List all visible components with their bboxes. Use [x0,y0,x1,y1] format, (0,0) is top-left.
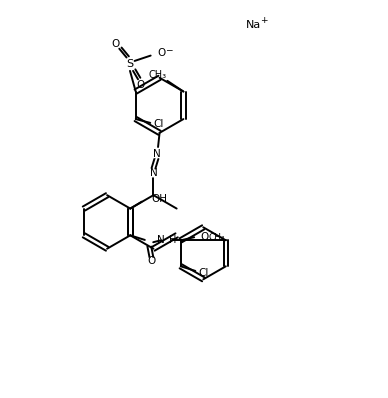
Text: N: N [157,235,165,245]
Bar [152,150,161,157]
Text: OH: OH [151,193,167,204]
Bar [149,170,158,176]
Text: +: + [260,16,267,25]
Text: Cl: Cl [154,119,164,129]
Text: CH₃: CH₃ [148,70,166,80]
Text: Cl: Cl [199,268,209,278]
Text: Na: Na [246,20,261,30]
Text: −: − [165,45,172,54]
Text: O: O [158,48,166,58]
Text: O: O [137,80,145,90]
Text: N: N [150,168,158,178]
Text: O: O [111,39,120,49]
Text: CH₃: CH₃ [208,233,225,242]
Text: N: N [152,149,160,159]
Text: S: S [126,59,133,69]
Text: O: O [201,232,209,242]
Text: O: O [147,256,156,266]
Text: H: H [169,235,177,245]
